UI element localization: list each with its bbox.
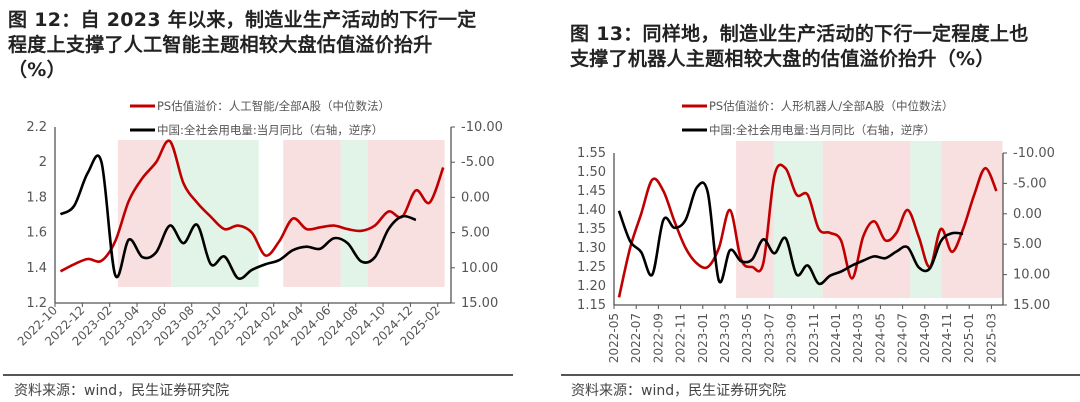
right-tick-label: -5.00 (1013, 176, 1047, 191)
x-tick-label: 2022-09 (651, 313, 665, 363)
left-tick-label: 1.2 (26, 296, 47, 311)
x-tick-label: 2025-03 (984, 313, 998, 363)
legend-label: 中国:全社会用电量:当月同比（右轴，逆序） (157, 123, 383, 137)
shaded-band-pink (368, 140, 445, 287)
right-tick-label: 0.00 (461, 190, 490, 205)
left-tick-label: 1.15 (577, 298, 606, 313)
title-line: （%） (8, 59, 66, 81)
chart-title: 图 13：同样地，制造业生产活动的下行一定程度上也 支撑了机器人主题相较大盘的估… (570, 22, 1029, 72)
right-tick-label: 0.00 (1013, 207, 1042, 222)
chart-panel-13: 图 13：同样地，制造业生产活动的下行一定程度上也 支撑了机器人主题相较大盘的估… (540, 0, 1080, 402)
left-tick-label: 2 (39, 155, 47, 170)
x-tick-label: 2024-05 (873, 313, 887, 363)
left-tick-label: 1.25 (577, 260, 606, 275)
series-line-ps-premium (59, 139, 445, 273)
series-line-power-consumption (59, 154, 417, 281)
right-tick-label: 10.00 (1013, 268, 1050, 283)
x-tick-label: 2022-07 (629, 313, 643, 363)
left-tick-label: 1.30 (577, 241, 606, 256)
title-line: 程度上支撑了人工智能主题相较大盘估值溢价抬升 (8, 34, 433, 56)
divider (561, 374, 1080, 376)
left-tick-label: 1.20 (577, 279, 606, 294)
x-tick-label: 2024-07 (896, 313, 910, 363)
chart-panel-12: 图 12：自 2023 年以来，制造业生产活动的下行一定 程度上支撑了人工智能主… (3, 8, 513, 399)
x-tick-label: 2022-11 (674, 313, 688, 363)
title-line: 图 12：自 2023 年以来，制造业生产活动的下行一定 (8, 9, 477, 31)
right-tick-label: 10.00 (461, 261, 498, 276)
x-tick-label: 2022-05 (607, 313, 621, 363)
source-note: 资料来源：wind，民生证券研究院 (14, 383, 230, 399)
chart-robot-premium: 1.15 1.20 1.25 1.30 1.35 1.40 1.45 1.50 1.55 -10.… (577, 99, 1055, 363)
title-line: 支撑了机器人主题相较大盘的估值溢价抬升（%） (570, 48, 995, 70)
right-tick-label: -10.00 (461, 120, 503, 135)
source-note: 资料来源：wind，民生证券研究院 (571, 383, 787, 399)
x-tick-label: 2023-03 (718, 313, 732, 363)
divider (3, 374, 513, 376)
x-tick-label: 2023-01 (696, 313, 710, 363)
shaded-band-green (910, 141, 942, 298)
right-tick-label: -10.00 (1013, 146, 1055, 161)
x-tick-label: 2024-03 (851, 313, 865, 363)
x-tick-label: 2024-09 (918, 313, 932, 363)
right-tick-label: 15.00 (1013, 298, 1050, 313)
right-tick-label: 5.00 (1013, 237, 1042, 252)
right-tick-label: 5.00 (461, 226, 490, 241)
left-tick-label: 2.2 (26, 120, 47, 135)
legend-label: PS估值溢价：人形机器人/全部A股（中位数法） (709, 99, 953, 113)
shaded-band-green (340, 140, 369, 287)
shaded-band-pink (117, 140, 172, 287)
legend-label: 中国:全社会用电量:当月同比（右轴，逆序） (709, 123, 935, 137)
left-tick-label: 1.8 (26, 190, 47, 205)
x-tick-label: 2025-01 (962, 313, 976, 363)
left-tick-label: 1.40 (577, 203, 606, 218)
shaded-band-pink (283, 140, 341, 287)
legend-label: PS估值溢价：人工智能/全部A股（中位数法） (157, 99, 390, 113)
left-tick-label: 1.55 (577, 146, 606, 161)
x-tick-label: 2023-11 (807, 313, 821, 363)
chart-ai-premium: 1.2 1.4 1.6 1.8 2 2.2 -10.00 -5.00 0.00 5.00 10.00… (15, 99, 503, 349)
left-tick-label: 1.6 (26, 226, 47, 241)
left-tick-label: 1.4 (26, 261, 47, 276)
title-line: 图 13：同样地，制造业生产活动的下行一定程度上也 (570, 23, 1029, 45)
left-tick-label: 1.50 (577, 165, 606, 180)
chart-title: 图 12：自 2023 年以来，制造业生产活动的下行一定 程度上支撑了人工智能主… (8, 8, 477, 83)
x-tick-label: 2024-01 (829, 313, 843, 363)
shaded-band-green (171, 140, 259, 287)
left-tick-label: 1.45 (577, 184, 606, 199)
x-tick-label: 2023-07 (762, 313, 776, 363)
left-tick-label: 1.35 (577, 222, 606, 237)
series-line-power-consumption (617, 181, 964, 286)
x-tick-label: 2023-09 (785, 313, 799, 363)
x-tick-label: 2023-05 (740, 313, 754, 363)
right-tick-label: -5.00 (461, 155, 495, 170)
right-tick-label: 15.00 (461, 296, 498, 311)
x-tick-label: 2024-11 (940, 313, 954, 363)
shaded-band-pink (941, 141, 1003, 298)
shaded-band-pink (736, 141, 774, 298)
